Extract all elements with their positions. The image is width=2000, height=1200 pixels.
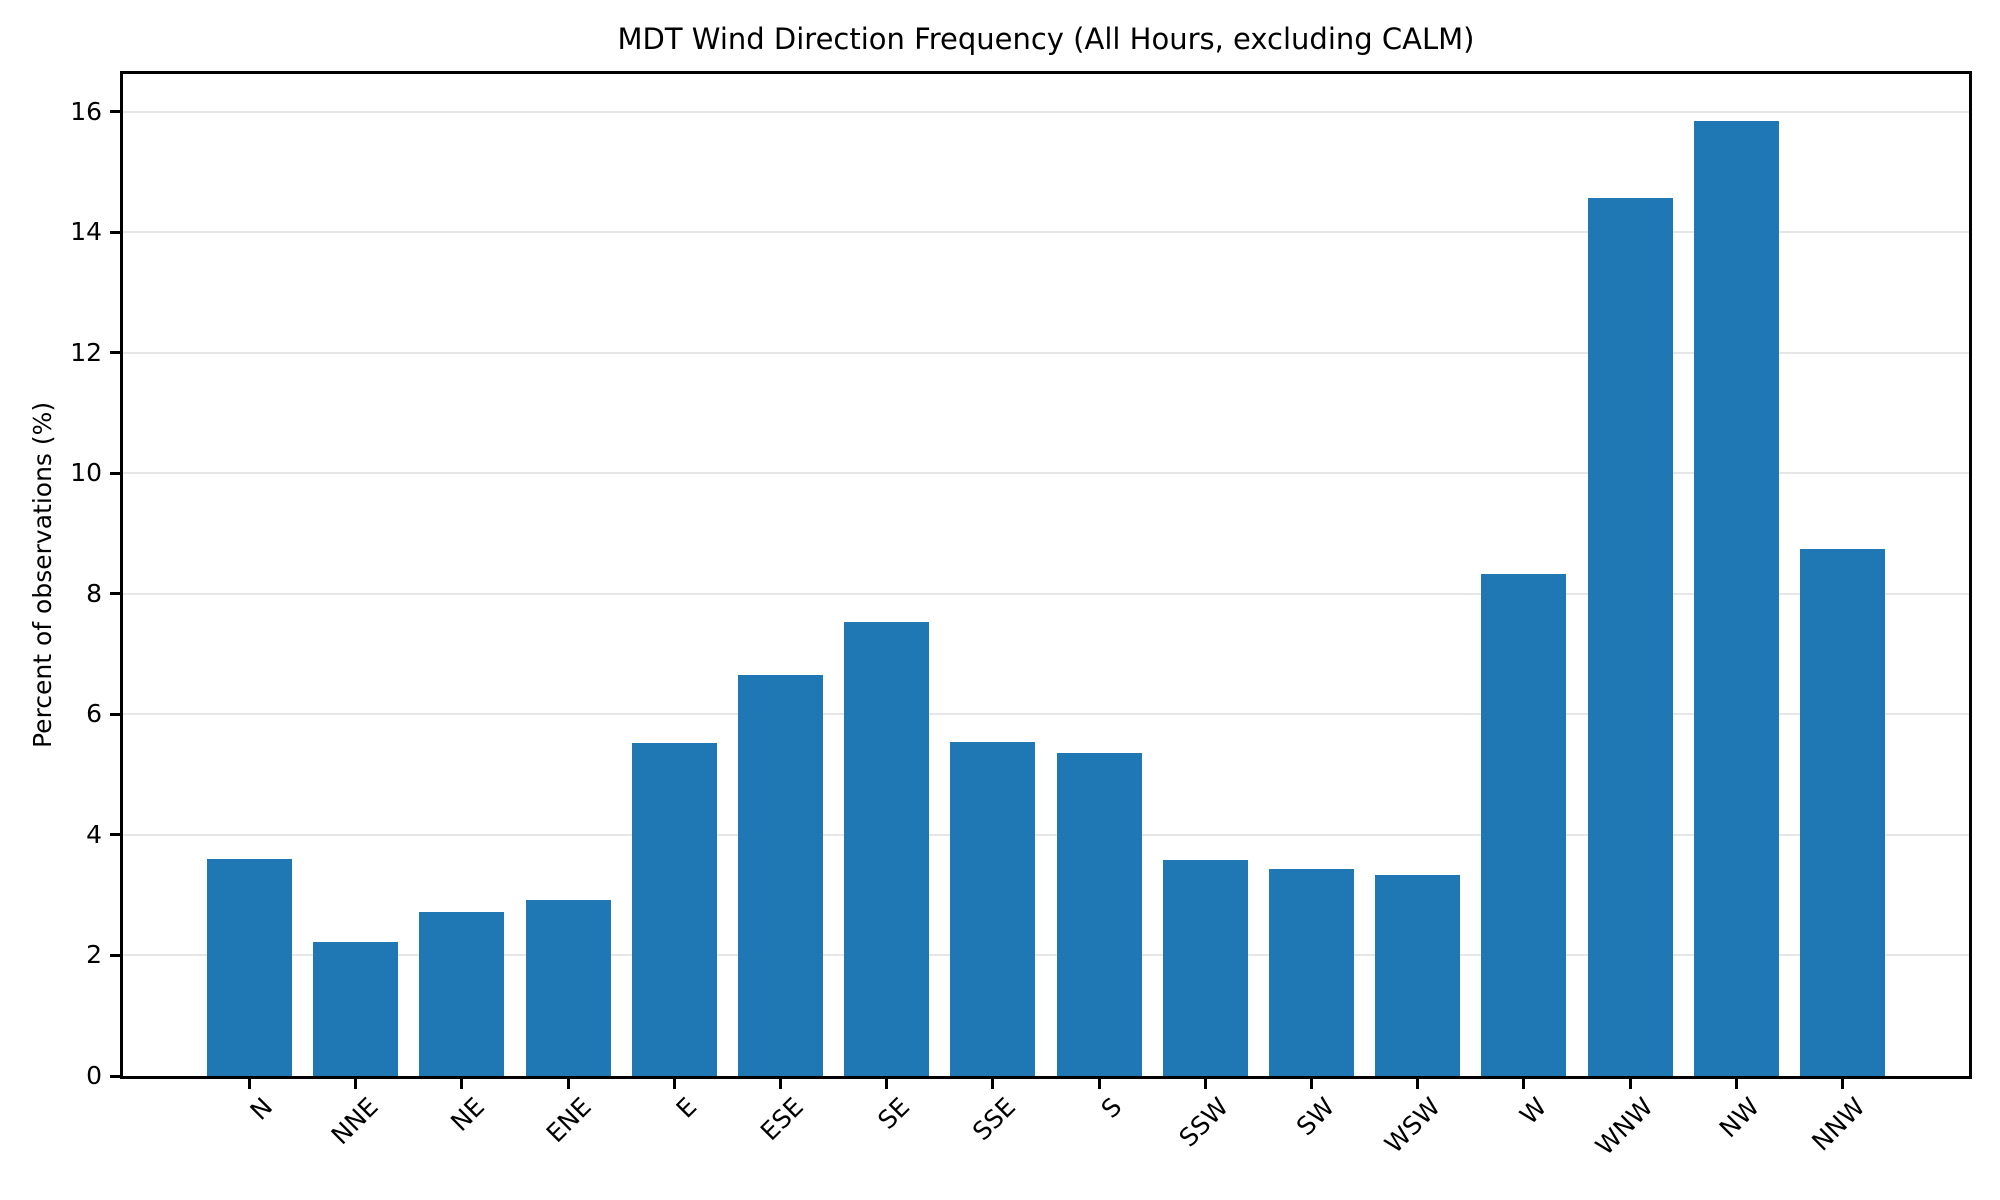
y-tick-0 <box>110 1074 120 1078</box>
y-tick-4 <box>110 833 120 837</box>
y-tick-12 <box>110 351 120 355</box>
x-tick-SW <box>1310 1079 1314 1089</box>
chart-title: MDT Wind Direction Frequency (All Hours,… <box>617 22 1475 56</box>
bar-SE <box>844 622 930 1076</box>
x-tick-label-SE: SE <box>872 1092 916 1135</box>
y-tick-label-8: 8 <box>86 578 102 608</box>
y-tick-8 <box>110 592 120 596</box>
gridline-8 <box>123 592 1969 595</box>
y-tick-6 <box>110 712 120 716</box>
x-tick-ESE <box>778 1079 782 1089</box>
x-tick-label-S: S <box>1095 1092 1128 1124</box>
gridline-4 <box>123 833 1969 836</box>
y-tick-label-12: 12 <box>70 337 102 367</box>
bar-WNW <box>1587 198 1673 1076</box>
gridline-2 <box>123 954 1969 957</box>
x-tick-label-SW: SW <box>1290 1092 1341 1142</box>
x-tick-label-WNW: WNW <box>1590 1092 1659 1161</box>
x-tick-S <box>1097 1079 1101 1089</box>
bar-W <box>1481 574 1567 1076</box>
y-tick-label-0: 0 <box>86 1061 102 1090</box>
x-tick-NNW <box>1841 1079 1845 1089</box>
plot-area <box>120 71 1972 1079</box>
bar-S <box>1056 753 1142 1076</box>
y-tick-label-14: 14 <box>70 217 102 247</box>
bar-ENE <box>525 900 611 1076</box>
x-tick-SE <box>885 1079 889 1089</box>
bar-SW <box>1269 868 1355 1076</box>
x-tick-label-WSW: WSW <box>1379 1092 1447 1159</box>
y-tick-10 <box>110 471 120 475</box>
x-tick-WSW <box>1416 1079 1420 1089</box>
bar-E <box>631 742 717 1076</box>
bar-WSW <box>1375 875 1461 1076</box>
bar-ESE <box>737 675 823 1076</box>
bar-NNW <box>1800 548 1886 1076</box>
y-tick-label-16: 16 <box>70 96 102 126</box>
gridline-12 <box>123 351 1969 354</box>
y-tick-16 <box>110 110 120 114</box>
bar-N <box>206 859 292 1076</box>
y-tick-label-6: 6 <box>86 699 102 729</box>
gridline-14 <box>123 231 1969 234</box>
x-tick-label-W: W <box>1514 1092 1553 1130</box>
x-tick-W <box>1522 1079 1526 1089</box>
bar-NE <box>419 911 505 1076</box>
bar-NW <box>1693 121 1779 1076</box>
x-tick-NNE <box>354 1079 358 1089</box>
gridline-16 <box>123 110 1969 113</box>
x-tick-label-NW: NW <box>1713 1092 1765 1144</box>
x-tick-label-ESE: ESE <box>754 1092 809 1147</box>
x-tick-N <box>247 1079 251 1089</box>
x-tick-label-ENE: ENE <box>540 1092 597 1149</box>
x-tick-label-SSE: SSE <box>967 1092 1022 1147</box>
y-axis-label: Percent of observations (%) <box>28 401 57 748</box>
x-tick-label-NNE: NNE <box>325 1092 385 1151</box>
x-tick-NW <box>1734 1079 1738 1089</box>
bar-SSW <box>1162 860 1248 1076</box>
x-tick-label-E: E <box>671 1092 703 1124</box>
x-tick-label-NNW: NNW <box>1806 1092 1872 1157</box>
y-tick-14 <box>110 230 120 234</box>
x-tick-label-SSW: SSW <box>1173 1092 1234 1153</box>
y-tick-label-10: 10 <box>70 458 102 488</box>
x-tick-SSW <box>1203 1079 1207 1089</box>
x-tick-label-N: N <box>244 1092 278 1126</box>
bar-NNE <box>313 941 399 1076</box>
y-tick-label-4: 4 <box>86 819 102 849</box>
x-tick-label-NE: NE <box>445 1092 491 1137</box>
gridline-10 <box>123 472 1969 475</box>
y-tick-2 <box>110 953 120 957</box>
x-tick-ENE <box>566 1079 570 1089</box>
bar-SSE <box>950 741 1036 1076</box>
gridline-6 <box>123 713 1969 716</box>
y-tick-label-2: 2 <box>86 940 102 970</box>
x-tick-NE <box>460 1079 464 1089</box>
x-tick-WNW <box>1628 1079 1632 1089</box>
x-tick-E <box>672 1079 676 1089</box>
x-tick-SSE <box>991 1079 995 1089</box>
